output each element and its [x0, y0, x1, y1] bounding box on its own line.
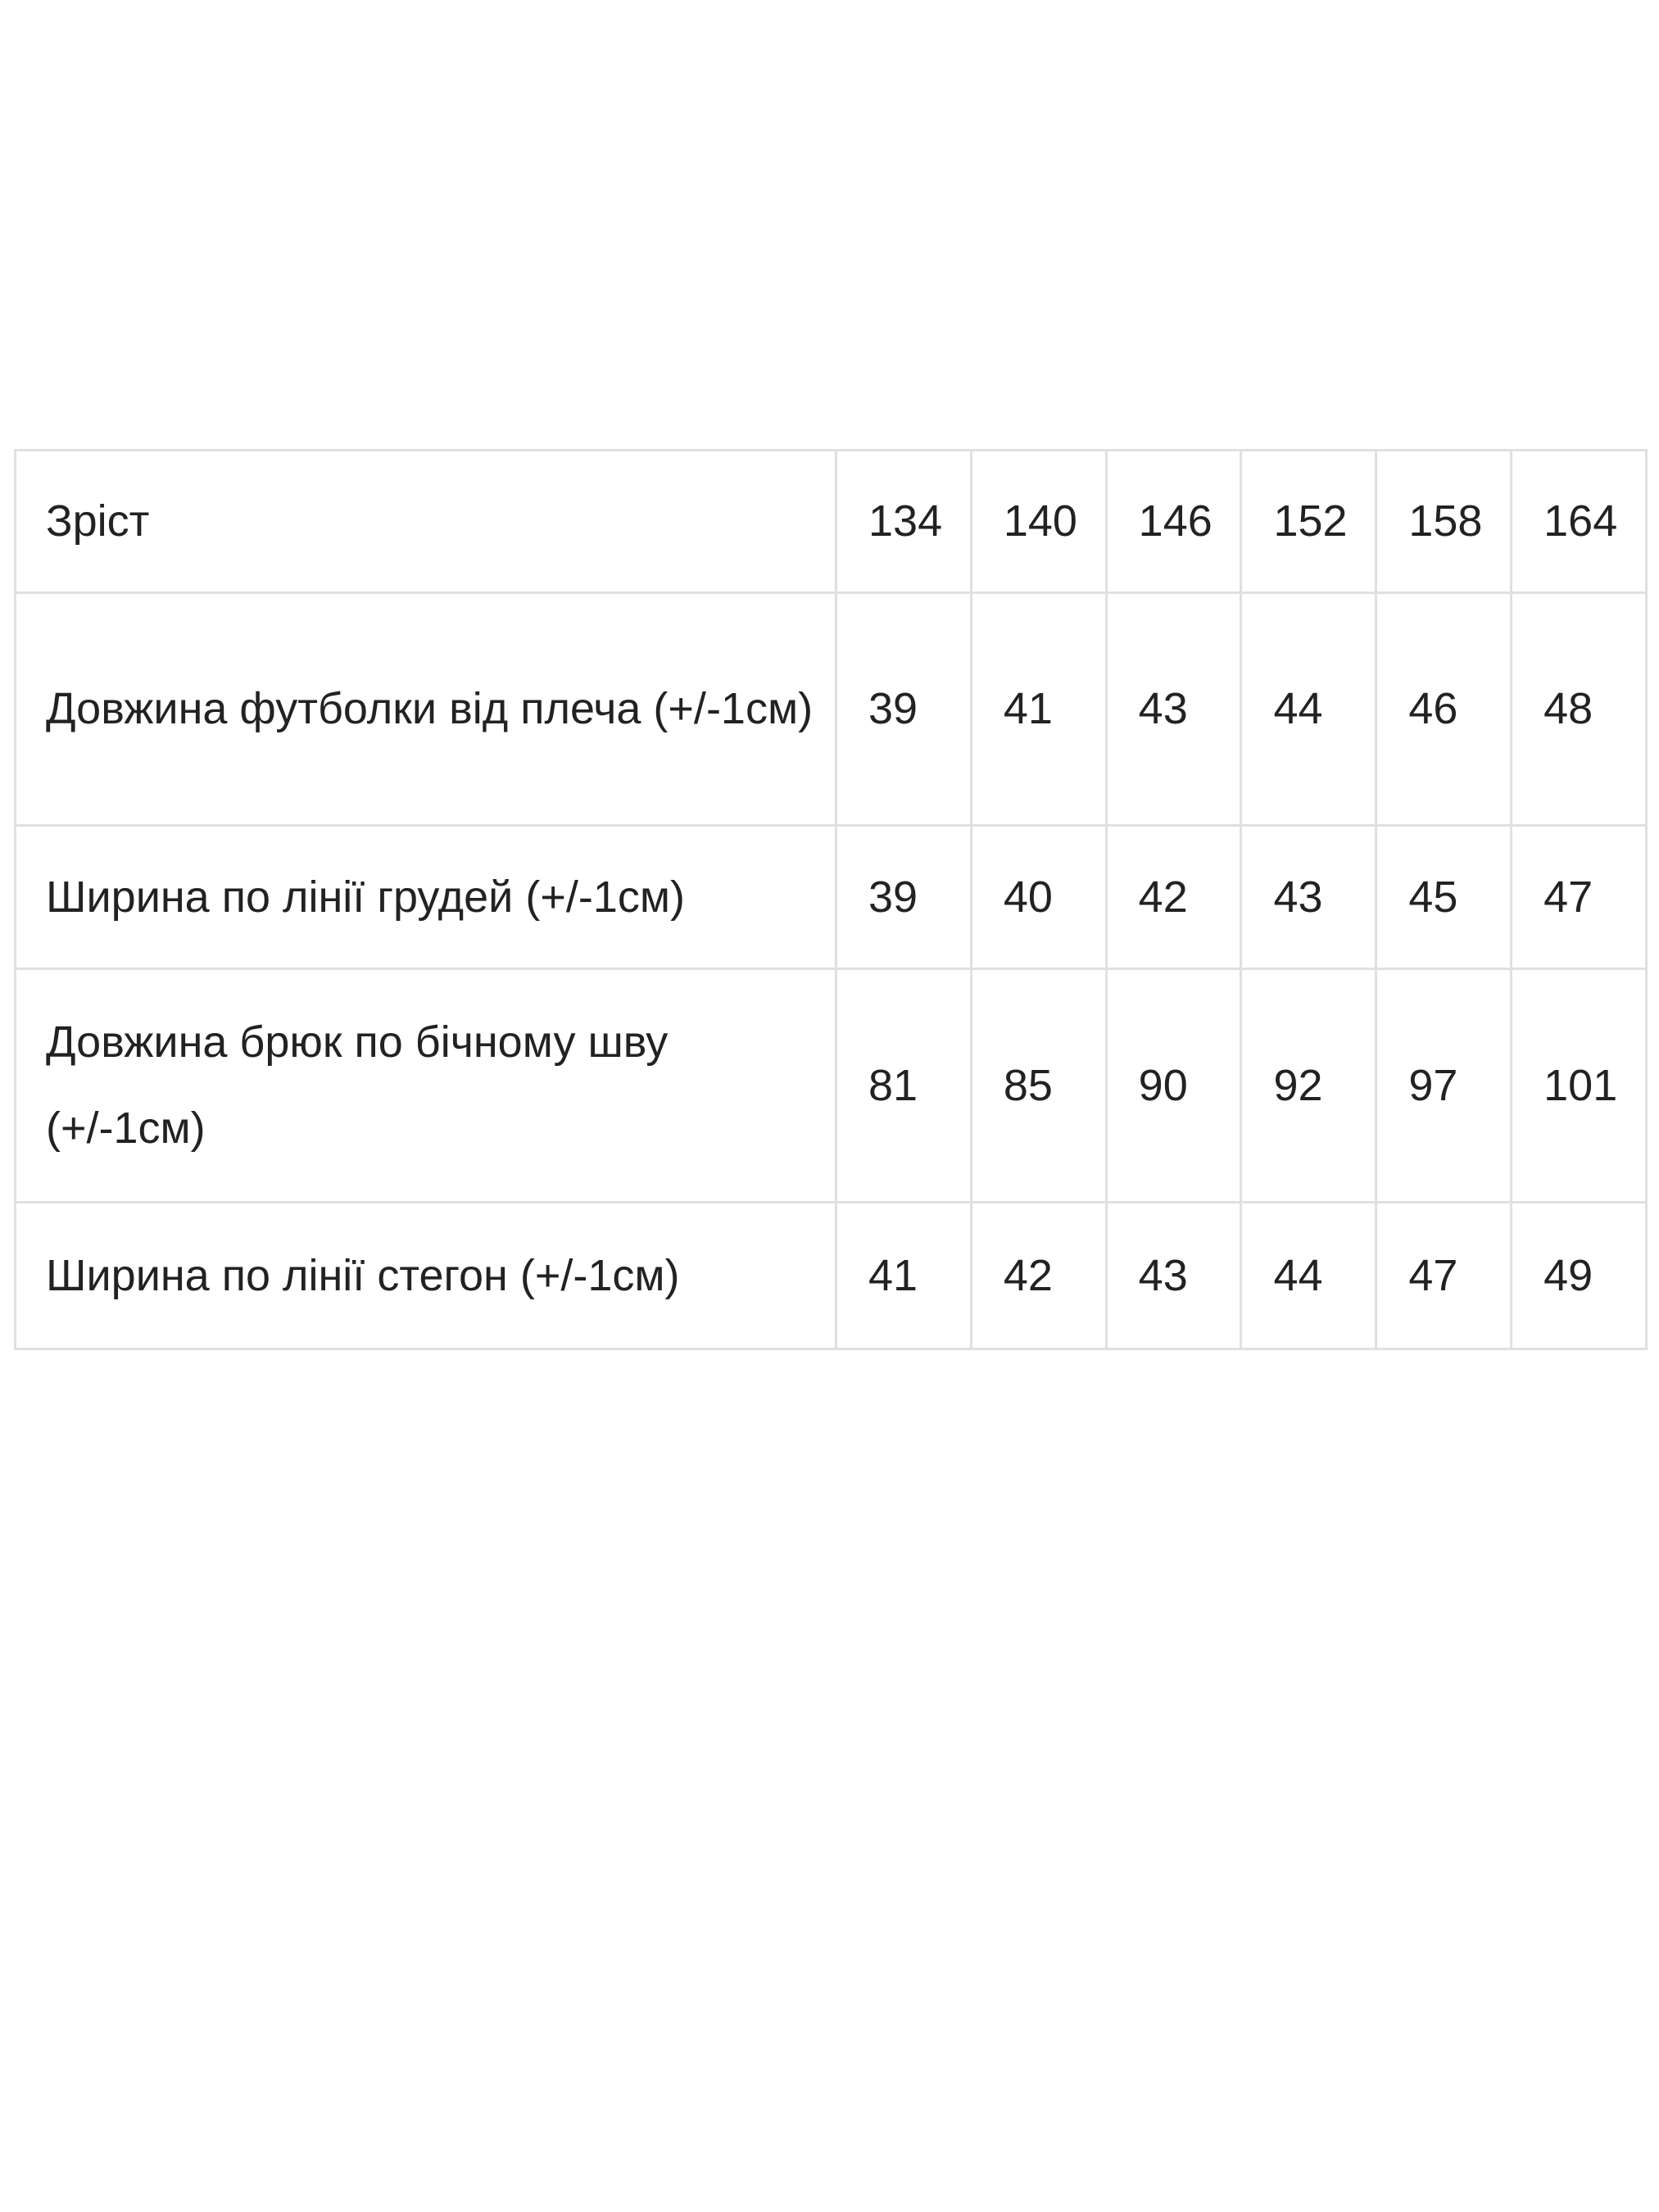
row-label: Ширина по лінії грудей (+/-1см): [14, 824, 837, 970]
table-row: Ширина по лінії грудей (+/-1см) 39 40 42 43 4…: [14, 824, 1648, 970]
table-cell: 39: [835, 824, 972, 970]
table-row: Довжина брюк по бічному шву (+/-1см) 81 85…: [14, 968, 1648, 1203]
table-row: Ширина по лінії стегон (+/-1см) 41 42 43 44 4…: [14, 1201, 1648, 1350]
table-cell: 101: [1510, 968, 1648, 1203]
table-cell: 43: [1104, 592, 1243, 827]
table-cell: 44: [1240, 592, 1378, 827]
row-label: Зріст: [14, 449, 837, 594]
table-cell: 46: [1375, 592, 1513, 827]
table-cell: 45: [1375, 824, 1513, 970]
table-cell: 43: [1240, 824, 1378, 970]
table-cell: 43: [1104, 1201, 1243, 1350]
table-cell: 47: [1510, 824, 1648, 970]
row-label: Довжина футболки від плеча (+/-1см): [14, 592, 837, 827]
table-cell: 49: [1510, 1201, 1648, 1350]
table-cell: 39: [835, 592, 972, 827]
row-label: Довжина брюк по бічному шву (+/-1см): [14, 968, 837, 1203]
table-cell: 92: [1240, 968, 1378, 1203]
table-cell: 41: [835, 1201, 972, 1350]
table-cell: 152: [1240, 449, 1378, 594]
table-cell: 158: [1375, 449, 1513, 594]
table-row: Довжина футболки від плеча (+/-1см) 39 41 4…: [14, 592, 1648, 827]
table-cell: 97: [1375, 968, 1513, 1203]
table-cell: 164: [1510, 449, 1648, 594]
size-table: Зріст 134 140 146 152 158 164 Довжина футболки …: [14, 449, 1648, 1350]
table-cell: 41: [969, 592, 1108, 827]
table-cell: 140: [969, 449, 1108, 594]
table-cell: 42: [1104, 824, 1243, 970]
table-cell: 47: [1375, 1201, 1513, 1350]
table-cell: 44: [1240, 1201, 1378, 1350]
table-cell: 90: [1104, 968, 1243, 1203]
row-label: Ширина по лінії стегон (+/-1см): [14, 1201, 837, 1350]
table-cell: 42: [969, 1201, 1108, 1350]
table-cell: 85: [969, 968, 1108, 1203]
table-cell: 134: [835, 449, 972, 594]
table-row: Зріст 134 140 146 152 158 164: [14, 449, 1648, 594]
table-cell: 81: [835, 968, 972, 1203]
table-cell: 40: [969, 824, 1108, 970]
table-cell: 48: [1510, 592, 1648, 827]
table-cell: 146: [1104, 449, 1243, 594]
